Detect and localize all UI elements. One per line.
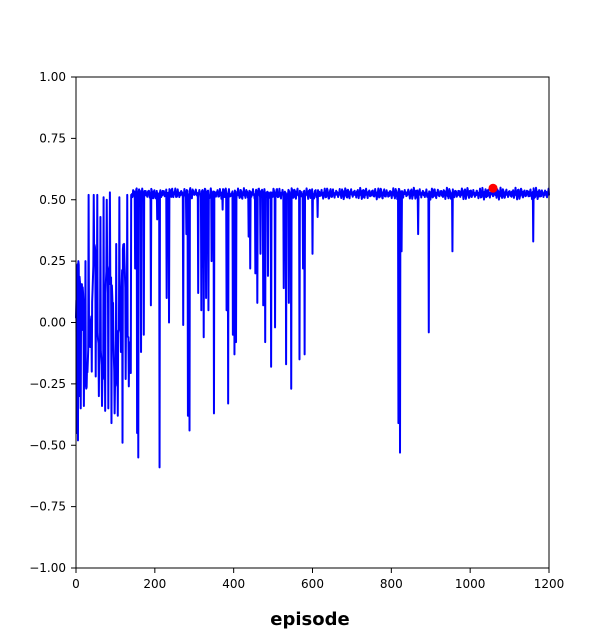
y-tick-label: −0.50 (29, 438, 66, 452)
x-tick-label: 1000 (455, 577, 486, 591)
x-axis-label: episode (270, 609, 349, 630)
x-tick-label: 400 (222, 577, 245, 591)
x-axis: 0 200 400 600 800 1000 1200 (72, 568, 564, 591)
y-tick-label: 0.25 (39, 254, 66, 268)
x-tick-label: 800 (380, 577, 403, 591)
y-tick-label: 0.75 (39, 131, 66, 145)
y-tick-label: −1.00 (29, 561, 66, 575)
y-axis: −1.00 −0.75 −0.50 −0.25 0.00 0.25 0.50 0.75 1.00 (29, 70, 76, 575)
x-tick-label: 200 (143, 577, 166, 591)
y-tick-label: −0.25 (29, 377, 66, 391)
x-tick-label: 600 (301, 577, 324, 591)
plot-layer (75, 183, 550, 469)
highlight-marker (488, 183, 498, 193)
y-tick-label: 0.50 (39, 193, 66, 207)
y-tick-label: 1.00 (39, 70, 66, 84)
x-tick-label: 0 (72, 577, 80, 591)
series-line-1 (75, 186, 550, 469)
y-tick-label: 0.00 (39, 316, 66, 330)
y-tick-label: −0.75 (29, 500, 66, 514)
x-tick-label: 1200 (534, 577, 565, 591)
